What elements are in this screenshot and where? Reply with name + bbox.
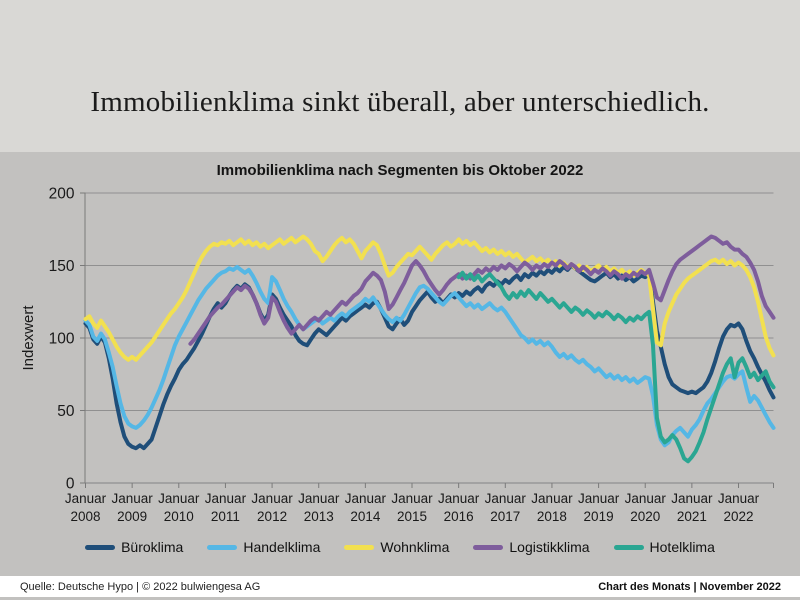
legend-swatch-handelklima bbox=[207, 544, 238, 550]
footer-edition: Chart des Monats | November 2022 bbox=[598, 580, 781, 593]
y-tick-label-100: 100 bbox=[49, 331, 75, 348]
legend-item-wohnklima: Wohnklima bbox=[344, 539, 449, 555]
legend-swatch-wohnklima bbox=[344, 544, 375, 550]
x-tick-label: Januar 2013 bbox=[298, 491, 340, 524]
legend-label: Büroklima bbox=[121, 539, 184, 555]
legend-label: Wohnklima bbox=[380, 539, 450, 555]
x-tick-label: Januar 2009 bbox=[112, 491, 154, 524]
x-tick-label: Januar 2021 bbox=[671, 491, 713, 524]
x-tick-label: Januar 2018 bbox=[531, 491, 573, 524]
chart-title: Immobilienklima nach Segmenten bis Oktob… bbox=[216, 162, 584, 179]
y-tick-label-200: 200 bbox=[49, 186, 75, 203]
x-tick-label: Januar 2017 bbox=[485, 491, 527, 524]
x-tick-label: Januar 2008 bbox=[65, 491, 107, 524]
x-tick-label: Januar 2014 bbox=[345, 491, 387, 524]
y-tick-label-50: 50 bbox=[57, 403, 75, 420]
legend-label: Handelklima bbox=[243, 539, 321, 555]
legend-label: Logistikklima bbox=[509, 539, 590, 555]
series-line-büroklima bbox=[83, 263, 776, 451]
x-tick-label: Januar 2016 bbox=[438, 491, 480, 524]
y-tick-label-0: 0 bbox=[66, 476, 75, 493]
chart-legend: Büroklima Handelklima Wohnklima Logistikkli… bbox=[0, 539, 800, 555]
series-line-hotelklima bbox=[456, 270, 776, 464]
legend-swatch-logistikklima bbox=[473, 544, 504, 550]
main-title: Immobilienklima sinkt überall, aber unte… bbox=[90, 86, 710, 118]
footer-source: Quelle: Deutsche Hypo | © 2022 bulwienge… bbox=[20, 580, 261, 593]
series-line-logistikklima bbox=[188, 234, 776, 346]
legend-item-büroklima: Büroklima bbox=[85, 539, 183, 555]
legend-item-hotelklima: Hotelklima bbox=[613, 539, 715, 555]
x-tick-label: Januar 2011 bbox=[205, 491, 247, 524]
series-line-wohnklima bbox=[83, 234, 776, 362]
x-tick-label: Januar 2020 bbox=[625, 491, 667, 524]
x-tick-label: Januar 2012 bbox=[251, 491, 293, 524]
x-tick-label: Januar 2022 bbox=[718, 491, 760, 524]
y-tick-label-150: 150 bbox=[49, 258, 75, 275]
x-tick-label: Januar 2010 bbox=[158, 491, 200, 524]
x-tick-label: Januar 2015 bbox=[391, 491, 433, 524]
footer-bar: Quelle: Deutsche Hypo | © 2022 bulwienge… bbox=[0, 576, 800, 597]
legend-item-logistikklima: Logistikklima bbox=[473, 539, 590, 555]
x-tick-label: Januar 2019 bbox=[578, 491, 620, 524]
legend-item-handelklima: Handelklima bbox=[207, 539, 320, 555]
legend-swatch-büroklima bbox=[85, 544, 116, 550]
y-axis-title: Indexwert bbox=[20, 305, 37, 371]
legend-label: Hotelklima bbox=[649, 539, 715, 555]
legend-swatch-hotelklima bbox=[613, 544, 644, 550]
